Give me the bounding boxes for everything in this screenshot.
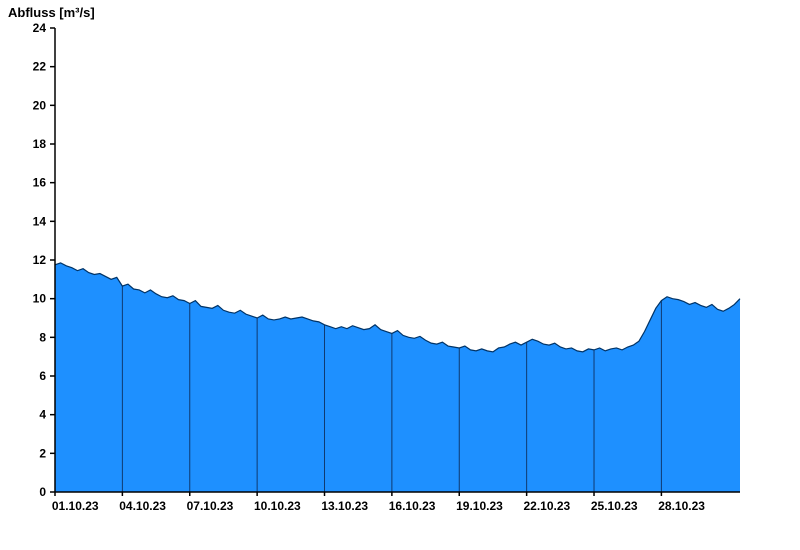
discharge-line	[54, 262, 741, 353]
x-tick-label: 22.10.23	[523, 499, 570, 513]
y-tick-label: 16	[33, 176, 47, 190]
y-tick-label: 12	[33, 253, 47, 267]
y-tick-label: 18	[33, 137, 47, 151]
x-tick-label: 28.10.23	[658, 499, 705, 513]
y-tick-label: 20	[33, 98, 47, 112]
y-tick-label: 6	[39, 369, 46, 383]
x-tick-label: 04.10.23	[119, 499, 166, 513]
discharge-area	[55, 262, 740, 492]
x-tick-label: 01.10.23	[52, 499, 99, 513]
y-tick-label: 0	[39, 485, 46, 499]
y-tick-label: 8	[39, 330, 46, 344]
y-tick-label: 2	[39, 446, 46, 460]
y-tick-label: 10	[33, 292, 47, 306]
y-tick-label: 14	[33, 214, 47, 228]
x-tick-label: 19.10.23	[456, 499, 503, 513]
y-tick-label: 22	[33, 60, 47, 74]
x-tick-label: 10.10.23	[254, 499, 301, 513]
x-tick-label: 13.10.23	[321, 499, 368, 513]
y-tick-label: 24	[33, 21, 47, 35]
chart-title: Abfluss [m³/s]	[8, 5, 95, 20]
x-tick-label: 25.10.23	[591, 499, 638, 513]
gridline-group	[121, 262, 662, 492]
x-tick-label: 07.10.23	[187, 499, 234, 513]
x-tick-label: 16.10.23	[389, 499, 436, 513]
y-tick-label: 4	[39, 408, 46, 422]
